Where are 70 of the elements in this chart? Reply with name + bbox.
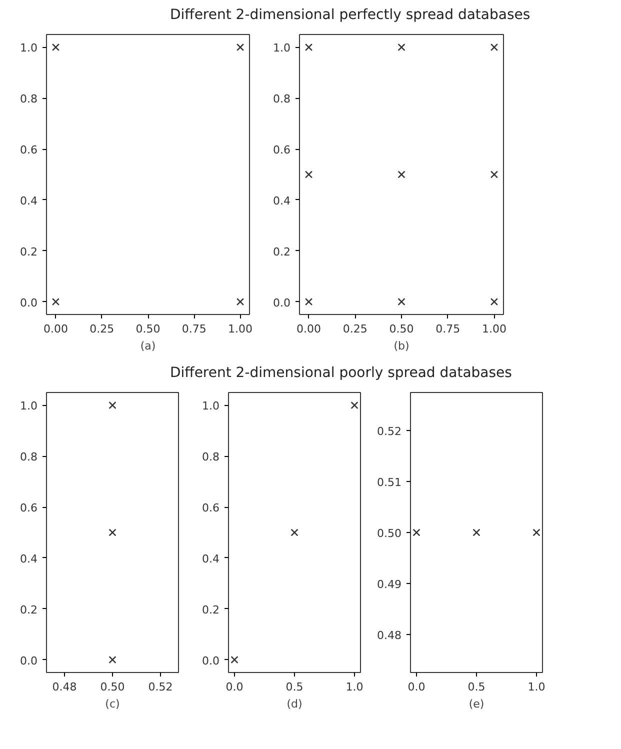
x-tick-label: 0.0 [226, 680, 244, 694]
point [398, 298, 406, 306]
point [290, 528, 298, 536]
y-tick-label: 0.4 [20, 552, 38, 566]
point [398, 43, 406, 52]
y-tick-label: 1.0 [273, 42, 291, 55]
y-tick-label: 0.0 [20, 654, 38, 668]
y-tick-label: 1.0 [20, 400, 38, 413]
x-tick-label: 0.50 [389, 322, 414, 336]
x-tick-label: 0.0 [408, 680, 426, 694]
x-tick-label: 1.00 [228, 322, 253, 336]
point [490, 170, 498, 178]
y-tick-label: 1.0 [202, 400, 220, 413]
x-tick-label: 0.00 [296, 322, 322, 336]
y-tick-label: 0.49 [377, 578, 402, 591]
point [108, 528, 116, 536]
x-axis-title: (e) [468, 698, 484, 710]
x-tick-label: 0.00 [43, 322, 68, 336]
y-tick-label: 0.4 [202, 552, 220, 566]
point [304, 298, 313, 306]
point [304, 43, 313, 52]
point [350, 401, 358, 410]
y-tick-label: 0.2 [202, 603, 220, 616]
x-axis-title: (b) [394, 340, 410, 352]
chart-title: Different 2-dimensional poorly spread databases [170, 364, 512, 383]
x-tick-label: 0.75 [436, 322, 460, 336]
x-tick-label: 0.5 [286, 680, 304, 694]
y-tick-label: 0.6 [273, 144, 291, 157]
y-tick-label: 0.4 [20, 194, 38, 208]
chart-title: Different 2-dimensional perfectly spread databases [170, 6, 530, 25]
y-tick-label: 0.50 [377, 527, 402, 540]
y-tick-label: 0.8 [273, 92, 291, 106]
y-tick-label: 0.0 [202, 654, 220, 668]
x-axis-title: (d) [286, 698, 302, 710]
x-tick-label: 0.52 [148, 680, 173, 694]
x-tick-label: 1.00 [482, 322, 506, 336]
point [490, 298, 498, 306]
point [304, 170, 313, 178]
x-tick-label: 0.5 [468, 680, 486, 694]
y-tick-label: 0.2 [273, 245, 291, 258]
y-tick-label: 0.0 [20, 296, 38, 310]
x-tick-label: 1.0 [528, 680, 546, 694]
y-tick-label: 0.6 [20, 502, 38, 515]
point [230, 656, 238, 664]
point [490, 43, 498, 52]
y-tick-label: 0.2 [20, 245, 38, 258]
point [398, 170, 406, 178]
y-tick-label: 1.0 [20, 42, 38, 55]
x-tick-label: 0.50 [100, 680, 125, 694]
y-tick-label: 0.52 [377, 425, 402, 438]
y-tick-label: 0.8 [202, 450, 220, 464]
x-tick-label: 0.48 [52, 680, 77, 694]
y-tick-label: 0.48 [377, 628, 402, 642]
y-tick-label: 0.4 [273, 194, 291, 208]
point [108, 656, 116, 664]
y-tick-label: 0.2 [20, 603, 38, 616]
x-tick-label: 0.25 [90, 322, 114, 336]
y-tick-label: 0.8 [20, 92, 38, 106]
x-axis-title: (a) [140, 340, 156, 352]
x-tick-label: 0.75 [182, 322, 206, 336]
x-tick-label: 1.0 [346, 680, 364, 694]
point [108, 401, 116, 410]
y-tick-label: 0.51 [377, 476, 402, 490]
x-tick-label: 0.50 [136, 322, 160, 336]
y-tick-label: 0.6 [20, 144, 38, 157]
y-tick-label: 0.8 [20, 450, 38, 464]
x-axis-title: (c) [105, 698, 120, 710]
y-tick-label: 0.6 [202, 502, 220, 515]
x-tick-label: 0.25 [342, 322, 368, 336]
y-tick-label: 0.0 [273, 296, 291, 310]
